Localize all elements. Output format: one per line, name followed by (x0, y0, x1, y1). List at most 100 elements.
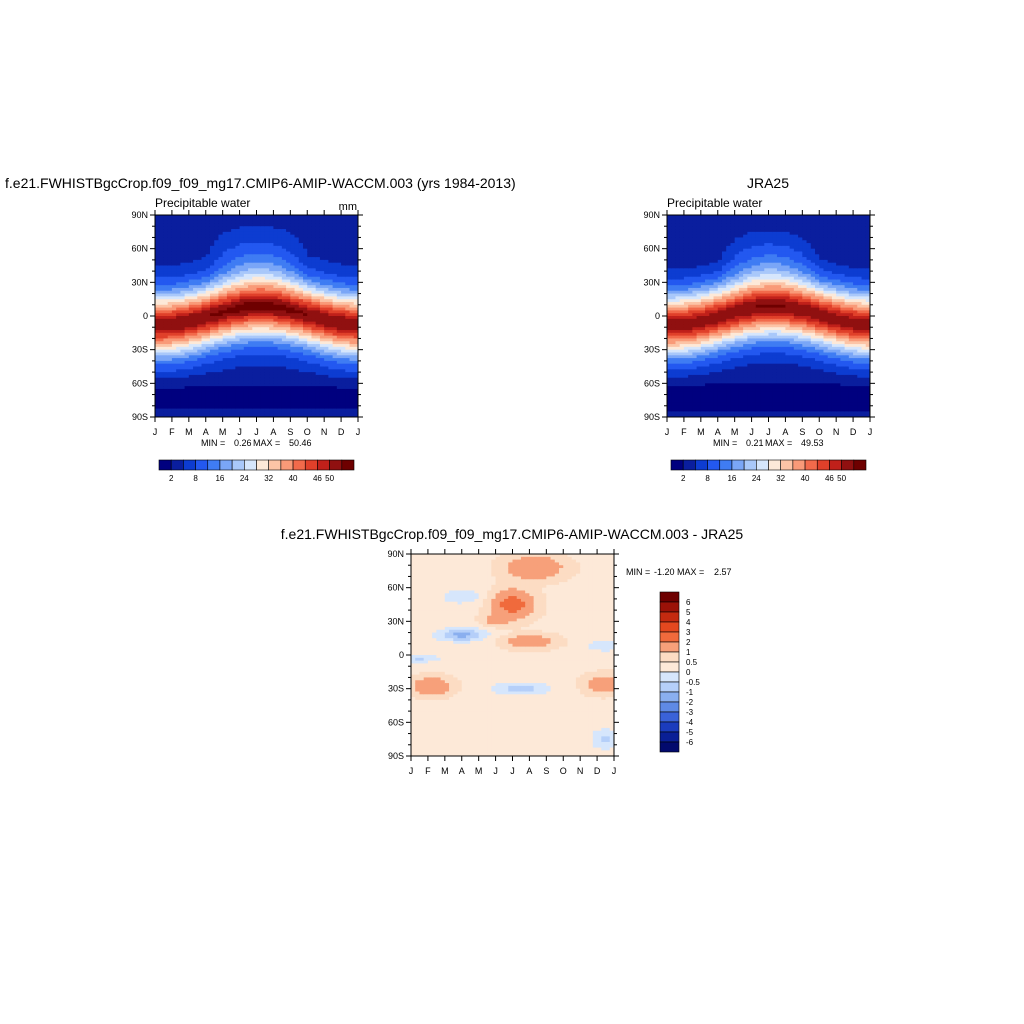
model-field-cell (214, 374, 219, 379)
model-field-cell (336, 344, 342, 348)
model-field-cell (341, 254, 346, 258)
model-field-cell (311, 405, 317, 410)
obs-field-cell (734, 321, 740, 325)
model-field-cell (349, 237, 355, 241)
obs-field-cell (713, 408, 719, 412)
model-field-cell (311, 248, 317, 252)
model-field-cell (264, 257, 270, 261)
model-field-cell (281, 265, 287, 269)
model-field-cell (328, 405, 334, 410)
model-field-cell (264, 380, 270, 384)
model-field-cell (286, 310, 291, 314)
model-field-cell (176, 290, 181, 295)
model-field-cell (231, 310, 236, 314)
model-field-cell (180, 411, 186, 415)
model-field-cell (243, 282, 249, 286)
model-field-cell (163, 330, 169, 334)
model-field-cell (273, 346, 279, 351)
model-field-cell (193, 304, 198, 309)
model-field-cell (315, 405, 321, 410)
model-field-cell (197, 301, 203, 306)
model-field-cell (201, 220, 207, 224)
model-field-cell (231, 408, 236, 412)
obs-field-cell (747, 251, 753, 255)
obs-field-cell (717, 335, 723, 339)
obs-field-cell (743, 355, 748, 359)
model-field-cell (328, 386, 334, 390)
model-field-cell (341, 316, 346, 320)
model-field-cell (171, 257, 177, 261)
model-field-cell (201, 290, 207, 295)
obs-field-cell (747, 282, 753, 286)
model-field-cell (353, 338, 358, 342)
model-field-cell (286, 287, 291, 292)
model-field-cell (294, 299, 300, 303)
obs-field-cell (679, 234, 685, 238)
model-field-cell (303, 307, 308, 311)
model-field-cell (319, 352, 325, 356)
model-field-cell (167, 397, 173, 401)
model-field-cell (260, 318, 266, 323)
model-field-cell (193, 293, 198, 297)
model-field-cell (188, 411, 194, 415)
obs-field-cell (713, 220, 719, 224)
model-field-cell (231, 321, 236, 325)
model-field-cell (226, 287, 232, 292)
obs-field-cell (751, 231, 757, 236)
model-field-cell (290, 293, 296, 297)
model-field-cell (269, 411, 274, 415)
obs-field-cell (726, 265, 731, 269)
model-field-cell (171, 243, 177, 247)
model-field-cell (248, 296, 253, 300)
model-field-cell (252, 226, 257, 230)
obs-field-cell (709, 388, 715, 393)
obs-field-cell (747, 366, 753, 370)
model-field-cell (188, 301, 194, 306)
model-field-cell (256, 355, 262, 359)
obs-field-cell (734, 363, 740, 367)
obs-field-cell (696, 282, 702, 286)
model-field-cell (260, 296, 266, 300)
model-field-cell (319, 245, 325, 250)
model-field-cell (239, 402, 245, 407)
model-field-cell (349, 414, 355, 417)
model-field-cell (290, 352, 296, 356)
model-field-cell (269, 307, 274, 311)
model-field-cell (193, 374, 198, 379)
model-field-cell (281, 335, 287, 339)
model-field-cell (315, 377, 321, 382)
model-field-cell (336, 262, 342, 266)
obs-field-cell (713, 271, 719, 275)
model-field-cell (235, 400, 241, 404)
model-field-cell (193, 223, 198, 227)
model-field-cell (193, 388, 198, 393)
model-field-cell (260, 237, 266, 241)
model-field-cell (345, 391, 351, 396)
model-field-cell (167, 327, 173, 331)
model-field-cell (260, 321, 266, 325)
obs-field-cell (709, 223, 715, 227)
model-field-cell (201, 391, 207, 396)
model-field-cell (294, 290, 300, 295)
model-field-cell (159, 372, 164, 376)
obs-field-cell (717, 346, 723, 351)
model-field-cell (159, 316, 164, 320)
model-field-cell (188, 366, 194, 370)
model-field-cell (319, 304, 325, 309)
obs-field-cell (667, 321, 672, 325)
model-field-cell (214, 271, 219, 275)
obs-field-cell (667, 386, 672, 390)
obs-field-cell (696, 394, 702, 398)
obs-field-cell (730, 391, 736, 396)
model-field-cell (269, 346, 274, 351)
model-field-cell (222, 377, 228, 382)
obs-field-cell (675, 366, 681, 370)
obs-field-cell (717, 251, 723, 255)
model-field-cell (277, 296, 283, 300)
model-field-cell (277, 243, 283, 247)
model-field-cell (281, 332, 287, 337)
model-field-cell (273, 257, 279, 261)
obs-field-cell (717, 257, 723, 261)
model-field-cell (163, 273, 169, 278)
obs-field-cell (688, 313, 693, 317)
